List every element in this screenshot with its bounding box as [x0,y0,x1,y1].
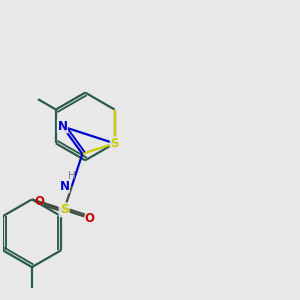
Text: S: S [110,137,119,150]
Text: O: O [34,195,44,208]
Text: N: N [59,179,70,193]
Text: N: N [57,120,68,133]
Text: H: H [68,171,76,181]
Text: O: O [84,212,94,224]
Text: S: S [60,203,69,216]
